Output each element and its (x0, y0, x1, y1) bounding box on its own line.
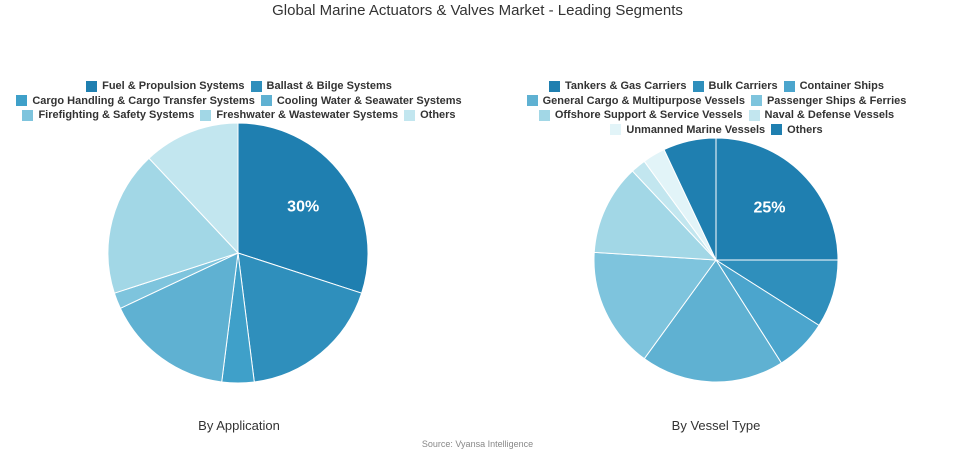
legend-item-bulk-carriers: Bulk Carriers (692, 79, 778, 94)
pie-slice-others (663, 137, 717, 261)
legend-item-general-cargo-and-multipurpose-vessels: General Cargo & Multipurpose Vessels (526, 94, 745, 109)
legend-label: General Cargo & Multipurpose Vessels (542, 94, 745, 107)
legend-swatch (748, 109, 760, 121)
legend-swatch (549, 80, 561, 92)
legend-swatch (250, 80, 262, 92)
legend-label: Freshwater & Wastewater Systems (216, 109, 399, 122)
legend-label: Others (420, 109, 456, 122)
chart-title: Global Marine Actuators & Valves Market … (272, 2, 683, 19)
legend-by-vessel-type: Tankers & Gas Carriers Bulk Carriers Conta… (478, 79, 955, 137)
legend-item-fuel-and-propulsion-systems: Fuel & Propulsion Systems (86, 79, 245, 94)
legend-swatch (771, 124, 783, 136)
legend-item-container-ships: Container Ships (783, 79, 884, 94)
legend-item-others: Others (404, 108, 456, 123)
legend-swatch (16, 95, 28, 107)
legend-item-passenger-ships-and-ferries: Passenger Ships & Ferries (750, 94, 907, 109)
legend-label: Others (787, 123, 823, 136)
legend-item-firefighting-and-safety-systems: Firefighting & Safety Systems (22, 108, 194, 123)
legend-swatch (538, 109, 550, 121)
legend-item-ballast-and-bilge-systems: Ballast & Bilge Systems (250, 79, 392, 94)
legend-label: Container Ships (799, 80, 884, 93)
legend-item-unmanned-marine-vessels: Unmanned Marine Vessels (610, 123, 765, 138)
legend-swatch (404, 109, 416, 121)
legend-label: Cooling Water & Seawater Systems (276, 94, 462, 107)
legend-swatch (783, 80, 795, 92)
pie-slice-passenger-ships-and-ferries (593, 251, 717, 360)
legend-swatch (526, 95, 538, 107)
legend-item-cargo-handling-and-cargo-transfer-systems: Cargo Handling & Cargo Transfer Systems (16, 94, 255, 109)
subtitle-by-vessel-type: By Vessel Type (671, 418, 761, 433)
data-label: 30% (287, 199, 319, 216)
legend-swatch (692, 80, 704, 92)
legend-label: Unmanned Marine Vessels (626, 123, 766, 136)
legend-by-application: Fuel & Propulsion Systems Ballast & Bilge… (0, 79, 478, 123)
legend-label: Ballast & Bilge Systems (266, 80, 392, 93)
pie-slice-others (148, 122, 239, 255)
legend-item-freshwater-and-wastewater-systems: Freshwater & Wastewater Systems (200, 108, 398, 123)
pie-slice-tankers-and-gas-carriers (715, 137, 839, 261)
pie-slice-cooling-water-and-seawater-systems (119, 252, 239, 383)
pie-slice-fuel-and-propulsion-systems (237, 122, 369, 294)
pie-slice-freshwater-and-wastewater-systems (107, 157, 239, 294)
legend-item-offshore-support-and-service-vessels: Offshore Support & Service Vessels (538, 108, 743, 123)
data-label: 25% (753, 200, 785, 217)
subtitle-by-application: By Application (198, 418, 280, 433)
pie-slice-ballast-and-bilge-systems (237, 252, 363, 383)
legend-swatch (200, 109, 212, 121)
legend-label: Bulk Carriers (708, 80, 778, 93)
legend-swatch (260, 95, 272, 107)
pie-slice-offshore-support-and-service-vessels (593, 170, 718, 261)
legend-label: Cargo Handling & Cargo Transfer Systems (32, 94, 255, 107)
legend-swatch (22, 109, 34, 121)
legend-label: Offshore Support & Service Vessels (554, 109, 743, 122)
legend-item-tankers-and-gas-carriers: Tankers & Gas Carriers (549, 79, 687, 94)
legend-item-others: Others (771, 123, 823, 138)
legend-swatch (610, 124, 622, 136)
legend-item-naval-and-defense-vessels: Naval & Defense Vessels (748, 108, 895, 123)
legend-label: Tankers & Gas Carriers (565, 80, 687, 93)
legend-label: Firefighting & Safety Systems (38, 109, 195, 122)
pie-slice-general-cargo-and-multipurpose-vessels (643, 259, 783, 383)
legend-swatch (750, 95, 762, 107)
legend-label: Passenger Ships & Ferries (766, 94, 907, 107)
legend-label: Naval & Defense Vessels (764, 109, 895, 122)
legend-swatch (86, 80, 98, 92)
legend-item-cooling-water-and-seawater-systems: Cooling Water & Seawater Systems (260, 94, 462, 109)
source-note: Source: Vyansa Intelligence (421, 439, 534, 449)
legend-label: Fuel & Propulsion Systems (102, 80, 245, 93)
